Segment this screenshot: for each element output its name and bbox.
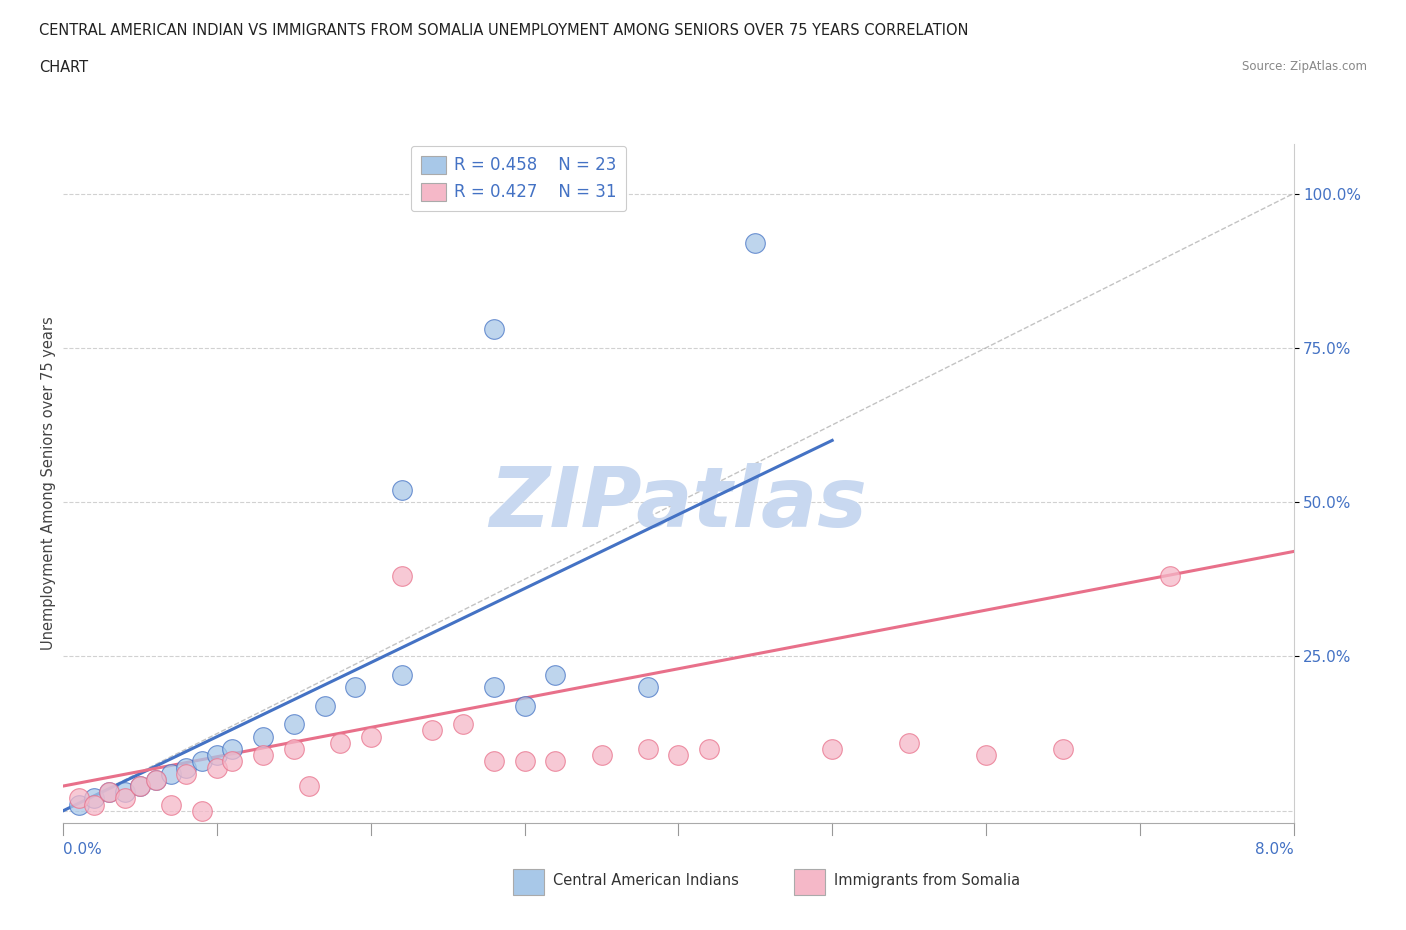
Point (821, 741, 844, 756)
Point (160, 797, 183, 812)
Point (1052, 741, 1074, 756)
Point (129, 778, 152, 793)
Point (129, 778, 152, 793)
Point (637, 741, 659, 756)
Point (252, 748, 274, 763)
Text: ZIPatlas: ZIPatlas (489, 463, 868, 544)
Point (360, 729, 382, 744)
Point (898, 736, 921, 751)
Point (744, 235, 766, 250)
Point (513, 754, 536, 769)
Point (482, 680, 505, 695)
Point (174, 760, 197, 775)
Point (391, 483, 413, 498)
Point (451, 717, 474, 732)
Point (697, 741, 720, 756)
Point (98, 785, 121, 800)
Point (974, 748, 997, 763)
Point (190, 754, 212, 769)
Point (637, 680, 659, 695)
Point (252, 729, 274, 744)
Text: Source: ZipAtlas.com: Source: ZipAtlas.com (1241, 60, 1367, 73)
Text: 0.0%: 0.0% (63, 842, 103, 857)
Text: CENTRAL AMERICAN INDIAN VS IMMIGRANTS FROM SOMALIA UNEMPLOYMENT AMONG SENIORS OV: CENTRAL AMERICAN INDIAN VS IMMIGRANTS FR… (39, 23, 969, 38)
Point (422, 723, 444, 737)
Point (391, 668, 413, 683)
Point (160, 766, 183, 781)
Point (344, 680, 367, 695)
Point (591, 748, 613, 763)
Point (190, 804, 212, 818)
Point (329, 736, 352, 751)
Point (221, 741, 243, 756)
Point (205, 748, 228, 763)
Point (67, 797, 90, 812)
Text: Immigrants from Somalia: Immigrants from Somalia (834, 873, 1019, 888)
Point (283, 741, 305, 756)
Y-axis label: Unemployment Among Seniors over 75 years: Unemployment Among Seniors over 75 years (41, 317, 56, 650)
Point (83, 790, 105, 805)
Point (67, 790, 90, 805)
Point (114, 785, 136, 800)
Legend: R = 0.458    N = 23, R = 0.427    N = 31: R = 0.458 N = 23, R = 0.427 N = 31 (411, 146, 627, 211)
Point (544, 754, 567, 769)
Point (544, 668, 567, 683)
Point (83, 797, 105, 812)
Point (482, 322, 505, 337)
Point (666, 748, 689, 763)
Point (221, 754, 243, 769)
Point (174, 766, 197, 781)
Point (145, 773, 167, 788)
Point (98, 785, 121, 800)
Point (513, 698, 536, 713)
Text: CHART: CHART (39, 60, 89, 75)
Text: Central American Indians: Central American Indians (553, 873, 738, 888)
Point (298, 778, 321, 793)
Point (482, 754, 505, 769)
Point (205, 760, 228, 775)
Point (314, 698, 336, 713)
Point (283, 717, 305, 732)
Point (391, 569, 413, 584)
Text: 8.0%: 8.0% (1254, 842, 1294, 857)
Point (114, 790, 136, 805)
Point (145, 773, 167, 788)
Point (1159, 569, 1181, 584)
